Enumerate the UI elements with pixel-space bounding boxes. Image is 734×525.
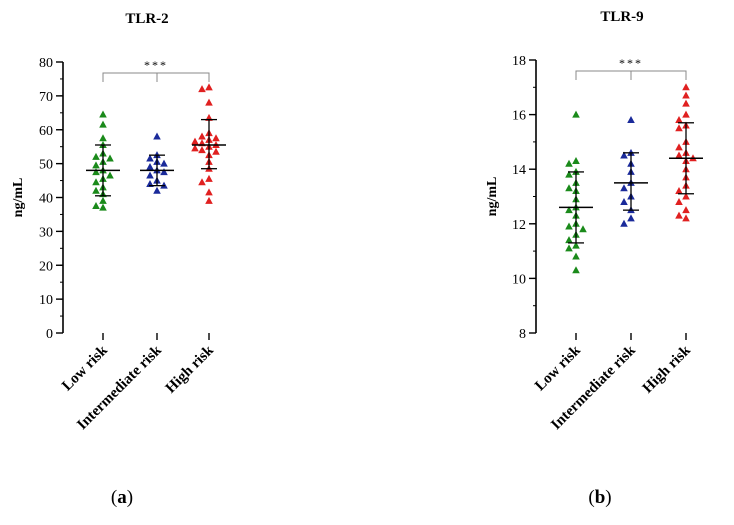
data-point	[675, 143, 683, 151]
data-point	[627, 116, 635, 124]
y-tick-label: 40	[39, 192, 53, 207]
data-point	[565, 222, 573, 230]
data-point	[191, 137, 199, 145]
data-point	[675, 187, 683, 195]
data-point	[198, 132, 206, 140]
data-point	[106, 154, 114, 162]
data-point	[146, 171, 154, 179]
data-point	[205, 174, 213, 182]
data-point	[160, 159, 168, 167]
data-point	[675, 151, 683, 159]
data-point	[205, 188, 213, 196]
y-tick-label: 8	[519, 327, 526, 342]
data-point	[160, 168, 168, 176]
data-point	[146, 154, 154, 162]
panel-label: (a)	[111, 487, 133, 508]
chart-title: TLR-9	[600, 9, 643, 25]
x-category-label: High risk	[163, 342, 218, 397]
data-point	[153, 132, 161, 140]
data-point	[675, 211, 683, 219]
data-point	[92, 178, 100, 186]
data-point	[565, 184, 573, 192]
significance-label: ***	[144, 58, 168, 72]
y-tick-label: 12	[512, 218, 526, 233]
data-point	[572, 252, 580, 260]
data-point	[572, 266, 580, 274]
data-point	[92, 161, 100, 169]
y-tick-label: 30	[39, 225, 53, 240]
y-axis-label: ng/mL	[11, 178, 26, 218]
data-point	[146, 163, 154, 171]
panel-label: (b)	[588, 487, 611, 508]
data-point	[198, 85, 206, 93]
y-tick-label: 10	[39, 293, 53, 308]
data-point	[212, 134, 220, 142]
data-point	[572, 241, 580, 249]
data-point	[205, 196, 213, 204]
data-point	[92, 168, 100, 176]
data-point	[92, 186, 100, 194]
data-point	[99, 196, 107, 204]
data-point	[682, 214, 690, 222]
x-category-label: Low risk	[59, 342, 111, 394]
y-tick-label: 0	[46, 327, 53, 342]
y-tick-label: 16	[512, 109, 526, 124]
data-point	[198, 178, 206, 186]
data-point	[682, 206, 690, 214]
data-point	[682, 83, 690, 91]
data-point	[205, 83, 213, 91]
data-point	[565, 170, 573, 178]
data-point	[153, 186, 161, 194]
data-point	[627, 214, 635, 222]
data-point	[620, 184, 628, 192]
data-point	[106, 171, 114, 179]
data-point	[99, 203, 107, 211]
data-point	[682, 91, 690, 99]
data-point	[572, 110, 580, 118]
data-point	[205, 98, 213, 106]
data-point	[565, 159, 573, 167]
x-category-label: Low risk	[532, 342, 584, 394]
y-tick-label: 14	[512, 163, 526, 178]
data-point	[565, 236, 573, 244]
data-point	[99, 110, 107, 118]
data-point	[99, 120, 107, 128]
data-point	[620, 197, 628, 205]
y-tick-label: 10	[512, 272, 526, 287]
data-point	[198, 146, 206, 154]
data-point	[572, 157, 580, 165]
y-tick-label: 80	[39, 56, 53, 71]
y-tick-label: 70	[39, 90, 53, 105]
data-point	[92, 152, 100, 160]
data-point	[682, 110, 690, 118]
data-point	[212, 147, 220, 155]
data-point	[675, 197, 683, 205]
significance-label: ***	[619, 56, 643, 70]
data-point	[620, 219, 628, 227]
y-axis-label: ng/mL	[485, 177, 500, 217]
significance-bracket	[102, 72, 210, 82]
data-point	[99, 134, 107, 142]
data-point	[565, 244, 573, 252]
chart-title: TLR-2	[125, 11, 168, 27]
y-tick-label: 20	[39, 259, 53, 274]
x-category-label: High risk	[640, 342, 695, 397]
data-point	[682, 192, 690, 200]
data-point	[675, 124, 683, 132]
data-point	[191, 144, 199, 152]
y-tick-label: 50	[39, 158, 53, 173]
data-point	[579, 225, 587, 233]
data-point	[620, 151, 628, 159]
data-point	[92, 201, 100, 209]
y-tick-label: 18	[512, 54, 526, 69]
y-tick-label: 60	[39, 124, 53, 139]
data-point	[682, 99, 690, 107]
data-point	[565, 206, 573, 214]
data-point	[675, 116, 683, 124]
